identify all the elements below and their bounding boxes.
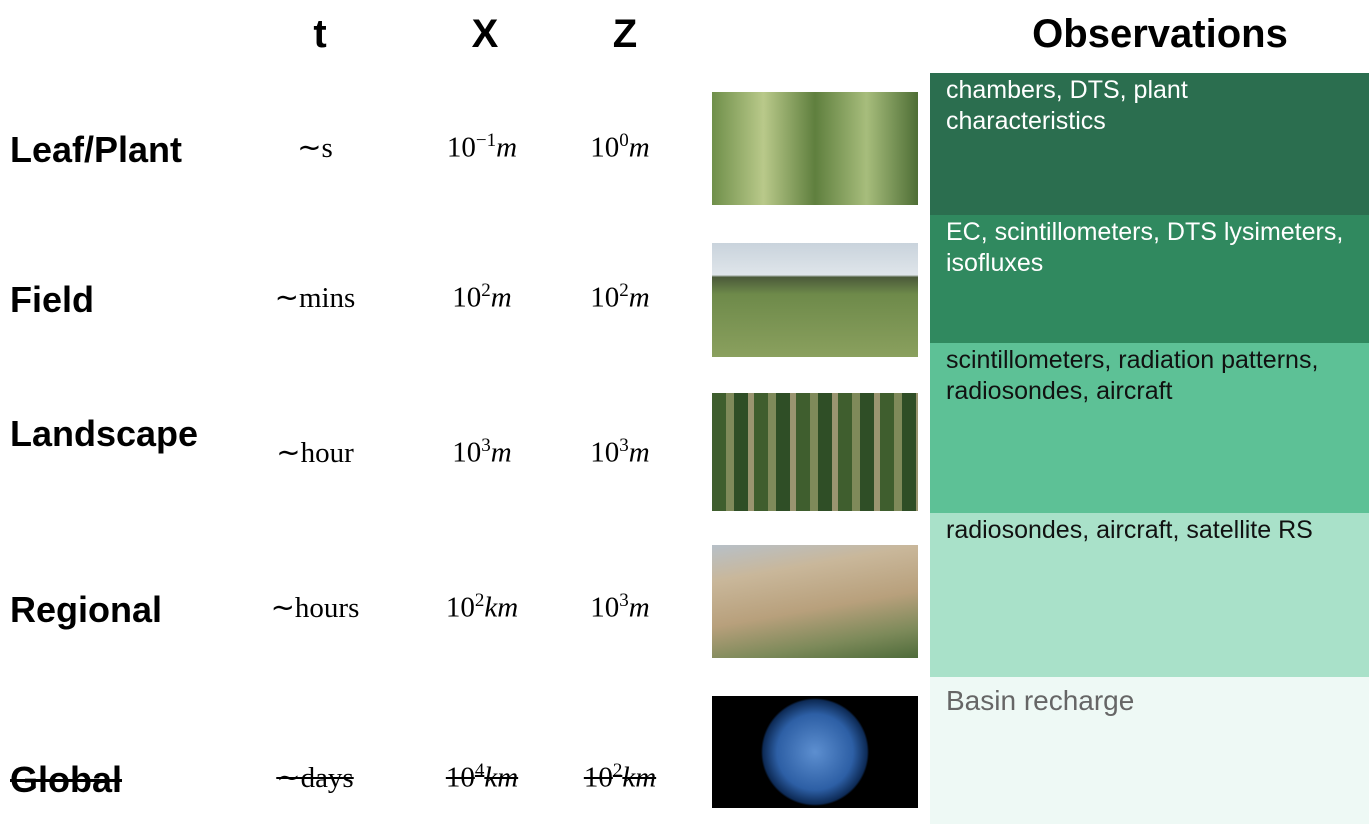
base: 10 [583, 761, 613, 794]
unit: km [484, 591, 519, 624]
scale-name: Field [10, 279, 95, 320]
scale-value: 100m [550, 130, 690, 165]
unit: m [496, 131, 518, 164]
scale-value: 103m [550, 590, 690, 625]
exponent: 2 [619, 280, 629, 301]
base: 10 [590, 281, 620, 314]
time-scale: ∼s [297, 132, 333, 164]
exponent: 0 [619, 130, 629, 151]
scale-name: Global [10, 759, 123, 800]
observations: chambers, DTS, plant characteristics [930, 73, 1369, 215]
base: 10 [590, 131, 620, 164]
scale-value: 102km [550, 760, 690, 795]
time-scale: ∼hours [270, 592, 360, 624]
time-scale: ∼mins [274, 282, 356, 314]
scale-value: 103m [412, 435, 552, 470]
scale-image [712, 393, 918, 511]
base: 10 [590, 591, 620, 624]
scale-image [712, 92, 918, 205]
scale-value: 104km [412, 760, 552, 795]
exponent: 2 [612, 760, 623, 781]
header-z: Z [612, 12, 638, 56]
scale-value: 10−1m [412, 130, 552, 165]
observations: radiosondes, aircraft, satellite RS [930, 513, 1369, 677]
scale-value: 102m [550, 280, 690, 315]
exponent: −1 [475, 130, 497, 151]
base: 10 [445, 761, 475, 794]
observations: EC, scintillometers, DTS lysimeters, iso… [930, 215, 1369, 343]
unit: m [628, 281, 650, 314]
exponent: 3 [619, 590, 629, 611]
base: 10 [445, 591, 475, 624]
time-scale: ∼days [276, 762, 354, 794]
exponent: 3 [481, 435, 491, 456]
scale-value: 102m [412, 280, 552, 315]
header-t: t [313, 12, 327, 56]
base: 10 [452, 436, 482, 469]
header-observations: Observations [1032, 12, 1288, 56]
scale-value: 103m [550, 435, 690, 470]
scale-image [712, 243, 918, 357]
unit: m [628, 591, 650, 624]
unit: m [628, 436, 650, 469]
exponent: 2 [474, 590, 485, 611]
unit: m [628, 131, 650, 164]
base: 10 [452, 281, 482, 314]
time-scale: ∼hour [276, 437, 354, 469]
base: 10 [446, 131, 476, 164]
scale-name: Leaf/Plant [10, 129, 183, 170]
unit: m [490, 436, 512, 469]
exponent: 4 [474, 760, 485, 781]
unit: km [622, 761, 657, 794]
unit: km [484, 761, 519, 794]
unit: m [490, 281, 512, 314]
scale-name: Regional [10, 589, 163, 630]
scale-image [712, 545, 918, 658]
observations: scintillometers, radiation patterns, rad… [930, 343, 1369, 513]
base: 10 [590, 436, 620, 469]
observations: Basin recharge [930, 677, 1369, 824]
header-x: X [471, 12, 499, 56]
scale-value: 102km [412, 590, 552, 625]
scale-image [712, 696, 918, 808]
scale-name: Landscape [10, 413, 199, 454]
exponent: 3 [619, 435, 629, 456]
exponent: 2 [481, 280, 491, 301]
